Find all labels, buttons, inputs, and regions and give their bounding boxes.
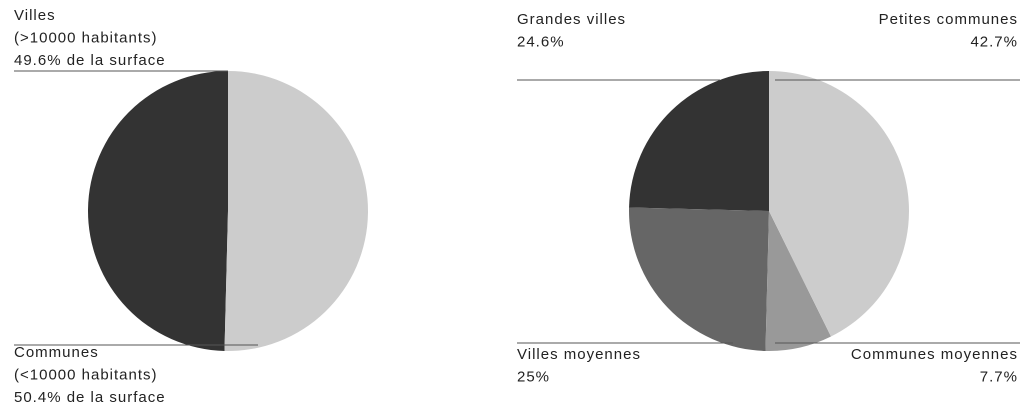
- slice-label: 49.6% de la surface: [14, 52, 166, 69]
- slice-label: (>10000 habitants): [14, 30, 158, 47]
- slice-label: Communes: [14, 344, 99, 361]
- slice-label: 50.4% de la surface: [14, 389, 166, 406]
- pie-slice: [224, 71, 368, 351]
- pie-slice: [769, 71, 910, 337]
- pie-slice: [629, 71, 769, 211]
- slice-label: 24.6%: [517, 34, 565, 51]
- slice-label: (<10000 habitants): [14, 367, 158, 384]
- slice-label: Petites communes: [879, 11, 1018, 28]
- pie-slice: [87, 71, 228, 351]
- slice-label: Villes moyennes: [517, 346, 641, 363]
- pie-slice: [629, 207, 769, 351]
- slice-label: Villes: [14, 7, 56, 24]
- slice-label: 42.7%: [970, 34, 1018, 51]
- slice-label: 25%: [517, 369, 550, 386]
- pie-slice: [765, 211, 831, 351]
- slice-label: Grandes villes: [517, 11, 626, 28]
- slice-label: 7.7%: [980, 369, 1018, 386]
- slice-label: Communes moyennes: [851, 346, 1018, 363]
